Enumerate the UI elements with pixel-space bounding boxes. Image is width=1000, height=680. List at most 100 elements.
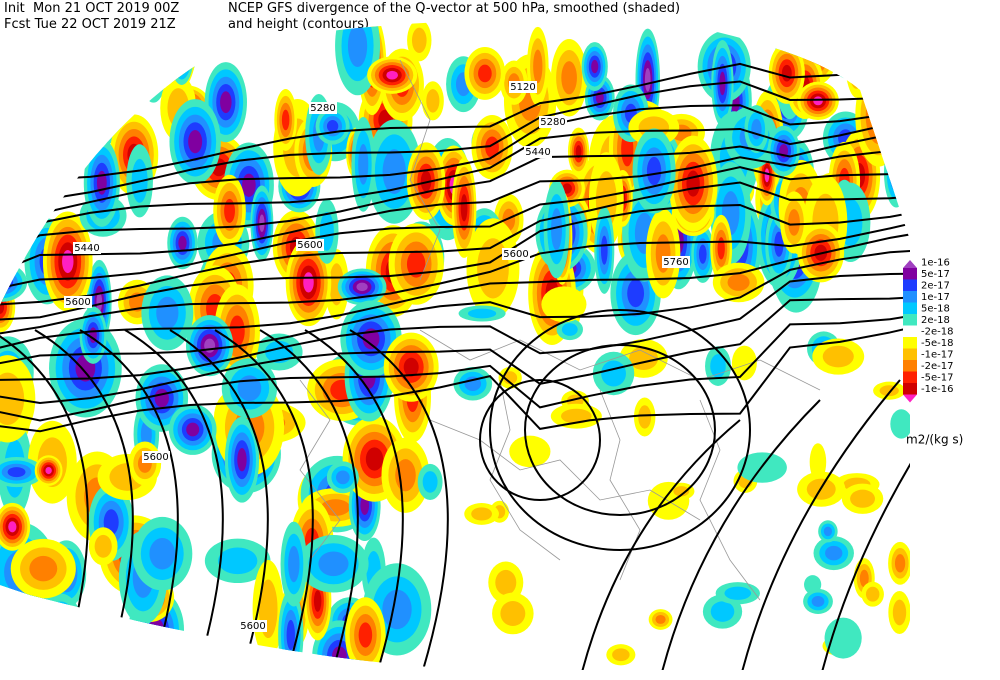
shade-blob	[710, 601, 735, 622]
shade-blob	[25, 629, 43, 643]
shade-blob	[686, 170, 700, 197]
shade-blob	[7, 467, 26, 478]
shade-blob	[46, 74, 93, 157]
shade-blob	[731, 345, 757, 381]
shade-blob	[67, 51, 89, 90]
contour-line	[0, 228, 910, 351]
colorbar-box	[903, 279, 917, 291]
shade-blob	[237, 447, 247, 472]
shade-blob	[157, 641, 188, 669]
shade-blob	[627, 279, 645, 308]
colorbar-label: 5e-17	[921, 269, 950, 280]
shade-blob	[71, 53, 81, 82]
shade-blob	[153, 638, 192, 671]
contour-line	[214, 329, 314, 671]
shade-blob	[825, 545, 843, 561]
contour-line	[0, 181, 910, 306]
shade-blob	[859, 569, 869, 588]
map-subtitle: and height (contours)	[228, 17, 369, 32]
shade-blob	[811, 596, 825, 607]
shade-blob	[850, 27, 863, 72]
shade-blob	[751, 118, 762, 140]
contour-label: 5120	[510, 82, 535, 93]
shade-blob	[382, 589, 412, 630]
shade-blob	[286, 619, 295, 650]
shade-blob	[170, 32, 187, 65]
shade-blob	[38, 593, 83, 666]
colorbar-box	[903, 383, 917, 395]
shade-blob	[7, 183, 53, 215]
shade-blob	[575, 145, 582, 159]
contour-line	[0, 111, 910, 246]
shade-blob	[61, 26, 91, 110]
shade-blob	[154, 388, 169, 408]
contour-label-box	[539, 116, 567, 128]
shade-blob	[420, 170, 432, 192]
shade-blob	[64, 35, 88, 100]
shade-blob	[54, 28, 101, 113]
shade-blob	[0, 24, 18, 80]
shade-blob	[0, 32, 15, 72]
shade-blob	[0, 40, 11, 64]
contour-line	[349, 329, 449, 671]
shade-blob	[99, 83, 120, 112]
shade-blob	[406, 250, 426, 278]
shade-blob	[0, 62, 28, 145]
shade-blob	[224, 198, 235, 223]
shade-blob	[365, 447, 384, 471]
shade-blob	[386, 70, 398, 80]
colorbar-box	[903, 325, 917, 337]
shade-blob	[7, 607, 44, 645]
shade-blob	[890, 409, 910, 439]
shade-blob	[46, 106, 60, 131]
shade-blob	[26, 66, 41, 93]
shade-blob	[422, 471, 438, 493]
shade-blob	[288, 545, 300, 583]
shade-blob	[561, 61, 577, 95]
shade-blob	[845, 38, 872, 78]
colorbar-box	[903, 268, 917, 280]
shade-blob	[141, 30, 166, 94]
shade-blob	[104, 53, 140, 93]
colorbar-label: 1e-16	[921, 257, 950, 268]
shade-blob	[460, 194, 468, 222]
shade-blob	[831, 30, 861, 79]
contour-label-box	[239, 620, 267, 632]
colorbar-box	[903, 314, 917, 326]
shade-blob	[3, 166, 24, 239]
shade-blob	[7, 182, 19, 223]
colorbar-label: 2e-18	[921, 315, 950, 326]
shade-blob	[148, 48, 159, 76]
shade-blob	[865, 87, 892, 144]
shade-blob	[24, 194, 37, 204]
shade-blob	[42, 66, 97, 164]
shade-blob	[58, 19, 94, 119]
shade-blob	[65, 37, 83, 100]
shade-blob	[63, 145, 77, 168]
shade-blob	[149, 537, 176, 570]
colorbar-label: -2e-17	[921, 361, 953, 372]
shade-blob	[561, 408, 592, 424]
shade-blob	[94, 534, 112, 558]
colorbar-label: 2e-17	[921, 280, 950, 291]
contour-label-box	[296, 239, 324, 251]
contour-labels: 5120 5280 5280 5440 5440 5600 5600 5600 5600 5600…	[64, 81, 690, 632]
border-line	[299, 379, 341, 561]
shade-blob	[561, 323, 578, 336]
shade-blob	[835, 37, 857, 72]
shade-blob	[886, 145, 906, 200]
shade-blob	[17, 618, 34, 635]
shade-blob	[673, 486, 690, 497]
shade-blob	[20, 624, 49, 648]
contour-line	[819, 359, 910, 671]
border-line	[399, 59, 441, 281]
shade-blob	[318, 551, 349, 577]
contour-line	[124, 329, 224, 671]
shade-blob	[0, 276, 9, 288]
shade-blob	[160, 644, 185, 666]
shade-blob	[58, 96, 80, 134]
shade-blob	[478, 64, 492, 83]
contour-line	[0, 102, 910, 231]
shade-blob	[813, 45, 823, 62]
